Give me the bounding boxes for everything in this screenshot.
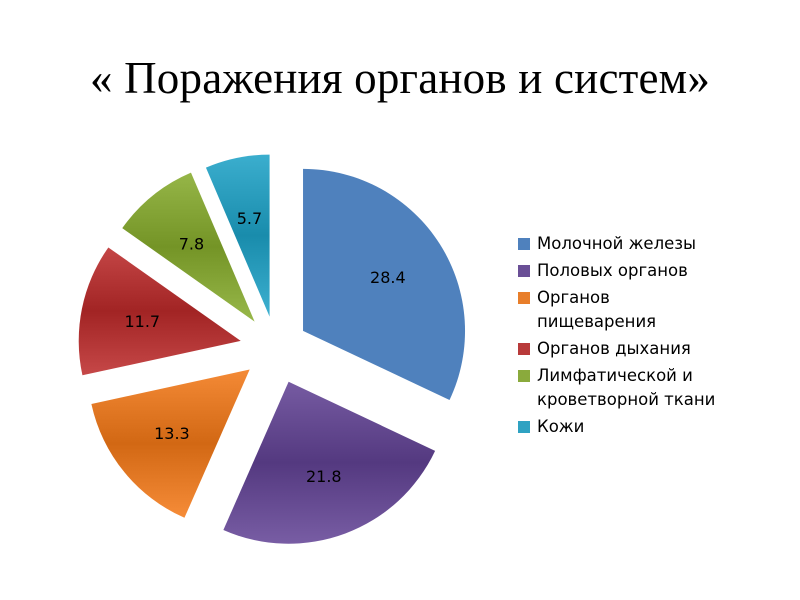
pie-slice-skin (205, 154, 270, 317)
legend-label: Молочной железы (537, 234, 697, 253)
data-label-respiratory: 11.7 (124, 312, 160, 331)
legend-label: Органов дыхания (537, 339, 691, 358)
pie-slices (78, 154, 466, 544)
legend-item-digestive: Органов пищеварения (518, 286, 768, 334)
chart-legend: Молочной железы Половых органов Органов … (518, 232, 768, 442)
data-label-genital: 21.8 (306, 467, 342, 486)
pie-slice-genital (223, 381, 436, 544)
pie-slice-mammary (303, 168, 466, 401)
pie-slice-digestive (91, 369, 250, 518)
slide-title: « Поражения органов и систем» (89, 53, 711, 103)
legend-item-respiratory: Органов дыхания (518, 337, 768, 361)
data-label-skin: 5.7 (237, 209, 262, 228)
legend-marker-purple (518, 265, 530, 277)
legend-item-genital: Половых органов (518, 259, 768, 283)
pie-slice-lymphatic (122, 172, 255, 322)
data-label-lymphatic: 7.8 (179, 234, 204, 253)
pie-data-labels: 28.4 21.8 13.3 11.7 7.8 5.7 (124, 209, 405, 486)
data-label-mammary: 28.4 (370, 268, 406, 287)
legend-label: Лимфатической и кроветворной ткани (537, 366, 716, 409)
data-label-digestive: 13.3 (154, 424, 190, 443)
legend-item-skin: Кожи (518, 415, 768, 439)
pie-slice-respiratory (78, 247, 241, 376)
legend-marker-red (518, 343, 530, 355)
legend-label: Органов пищеварения (537, 288, 657, 331)
legend-item-lymphatic: Лимфатической и кроветворной ткани (518, 364, 768, 412)
legend-marker-green (518, 370, 530, 382)
legend-label: Кожи (537, 417, 585, 436)
legend-marker-blue (518, 238, 530, 250)
legend-marker-cyan (518, 421, 530, 433)
legend-label: Половых органов (537, 261, 688, 280)
legend-marker-orange (518, 292, 530, 304)
legend-item-mammary: Молочной железы (518, 232, 768, 256)
